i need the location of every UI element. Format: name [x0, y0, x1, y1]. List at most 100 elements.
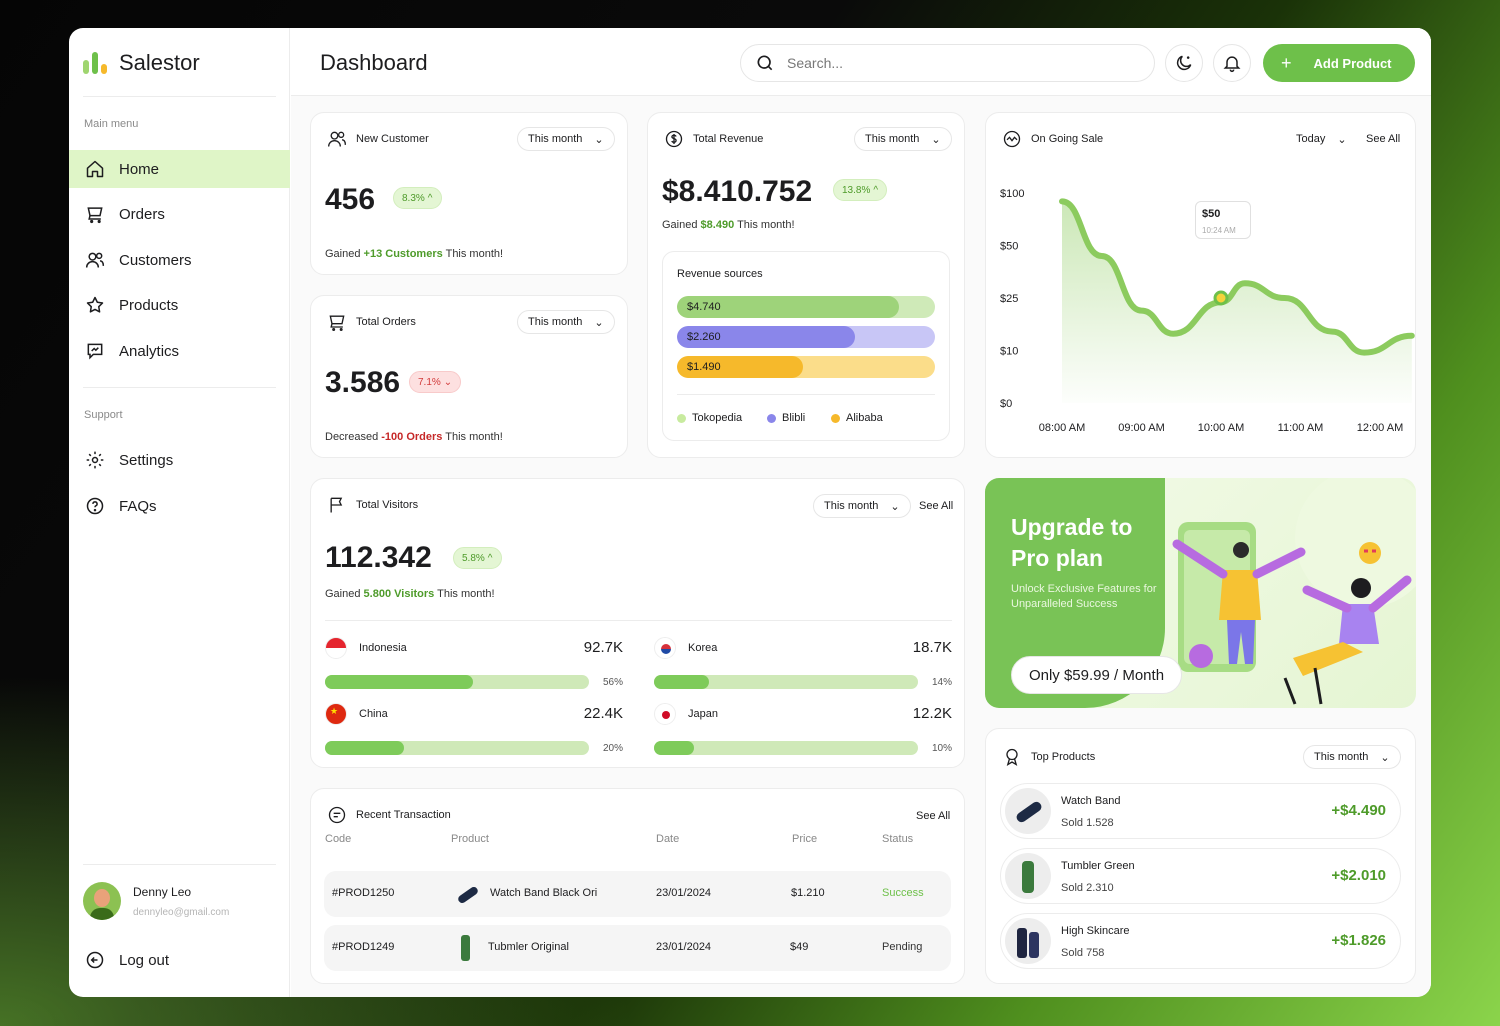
- sidebar-item-analytics[interactable]: Analytics: [69, 332, 290, 370]
- search-input[interactable]: [787, 55, 1127, 71]
- home-icon: [86, 160, 104, 178]
- main-menu-label: Main menu: [84, 118, 139, 130]
- cell-status: Success: [882, 887, 924, 899]
- user-profile[interactable]: Denny Leo dennyleo@gmail.com: [83, 882, 229, 920]
- support-label: Support: [84, 409, 123, 421]
- card-header: On Going Sale: [1002, 129, 1103, 149]
- legend-dot: [831, 413, 840, 423]
- china-flag-icon: ★: [325, 703, 347, 725]
- promo-title: Upgrade to Pro plan: [1011, 514, 1133, 571]
- card-header: Top Products: [1002, 747, 1095, 767]
- gained-value: +13 Customers: [363, 248, 443, 260]
- card-header: New Customer: [327, 129, 429, 149]
- top-product-item[interactable]: Tumbler Green Sold 2.310 +$2.010: [1000, 848, 1401, 904]
- add-product-button[interactable]: + Add Product: [1263, 44, 1415, 82]
- see-all-link[interactable]: See All: [1366, 133, 1401, 145]
- top-product-item[interactable]: Watch Band Sold 1.528 +$4.490: [1000, 783, 1401, 839]
- table-row[interactable]: #PROD1250 Watch Band Black Ori 23/01/202…: [324, 871, 951, 917]
- app-window: Salestor Main menu Home Orders Customers…: [69, 28, 1431, 997]
- sidebar-item-customers[interactable]: Customers: [69, 241, 290, 279]
- new-customer-value: 456: [325, 183, 376, 216]
- see-all-link[interactable]: See All: [919, 500, 954, 512]
- column-header-price: Price: [792, 833, 818, 845]
- search-bar[interactable]: [740, 44, 1155, 82]
- revenue-bar-fill: $1.490: [677, 356, 804, 378]
- skincare-thumbnail: [1005, 918, 1051, 964]
- theme-toggle-button[interactable]: [1165, 44, 1203, 82]
- product-revenue: +$4.490: [1331, 802, 1386, 819]
- revenue-sources: Revenue sources $4.740 $2.260 $1.490 Tok…: [662, 251, 950, 441]
- country-percent: 20%: [602, 743, 623, 754]
- country-progress-fill: [325, 741, 405, 755]
- card-title: Recent Transaction: [356, 809, 451, 821]
- promo-price-button[interactable]: Only $59.99 / Month: [1011, 656, 1182, 694]
- x-tick-label: 08:00 AM: [1039, 422, 1085, 434]
- country-progress-track: [654, 741, 918, 755]
- decreased-text: Decreased -100 Orders This month!: [325, 431, 503, 443]
- flag-icon: [330, 497, 343, 513]
- change-value: 8.3%: [402, 192, 425, 204]
- logo[interactable]: Salestor: [83, 50, 200, 76]
- y-tick-label: $0: [1000, 398, 1012, 410]
- card-header: Total Revenue: [664, 129, 763, 149]
- cell-date: 23/01/2024: [656, 887, 712, 899]
- gained-prefix: Gained: [662, 219, 698, 231]
- chevron-down-icon: ⌄: [890, 500, 900, 513]
- logout-button[interactable]: Log out: [69, 941, 290, 979]
- period-dropdown[interactable]: This month ⌄: [517, 127, 615, 151]
- period-dropdown[interactable]: This month ⌄: [517, 310, 615, 334]
- see-all-link[interactable]: See All: [916, 810, 951, 822]
- column-header-status: Status: [882, 833, 914, 845]
- card-header: Total Orders: [327, 312, 416, 332]
- sidebar-item-home[interactable]: Home: [69, 150, 290, 188]
- card-title: Total Orders: [356, 316, 416, 328]
- period-dropdown[interactable]: This month ⌄: [1303, 745, 1401, 769]
- promo-illustration: [1172, 478, 1416, 705]
- cell-price: $1.210: [791, 887, 825, 899]
- period-label: This month: [1314, 751, 1369, 763]
- help-icon: [86, 497, 104, 515]
- gained-suffix: This month!: [737, 219, 795, 231]
- legend-label: Alibaba: [846, 412, 883, 424]
- arrow-down-icon: ⌄: [443, 376, 453, 388]
- top-bar: Dashboard + Add Product: [291, 28, 1431, 96]
- cell-product: Tubmler Original: [488, 941, 569, 953]
- country-name: Japan: [688, 708, 718, 720]
- arrow-up-icon: ^: [487, 552, 493, 564]
- notifications-button[interactable]: [1213, 44, 1251, 82]
- cart-icon: [87, 207, 103, 224]
- gained-suffix: This month!: [437, 588, 495, 600]
- product-sold: Sold 2.310: [1061, 882, 1114, 894]
- change-value: 5.8%: [462, 552, 485, 564]
- user-name: Denny Leo: [133, 884, 192, 899]
- sidebar-item-faqs[interactable]: FAQs: [69, 487, 290, 525]
- period-dropdown[interactable]: This month ⌄: [813, 494, 911, 518]
- avatar: [83, 882, 121, 920]
- revenue-bar-label: $4.740: [687, 301, 721, 313]
- card-title: Total Revenue: [693, 133, 764, 145]
- period-dropdown[interactable]: Today ⌄: [1286, 127, 1357, 151]
- tumbler-thumbnail: [1005, 853, 1051, 899]
- gained-prefix: Gained: [325, 588, 361, 600]
- sidebar-item-orders[interactable]: Orders: [69, 195, 290, 233]
- total-orders-value: 3.586: [325, 366, 401, 399]
- country-percent: 14%: [931, 677, 952, 688]
- period-label: This month: [528, 316, 583, 328]
- period-dropdown[interactable]: This month ⌄: [854, 127, 952, 151]
- logout-label: Log out: [119, 951, 170, 969]
- highlight-point[interactable]: [1213, 290, 1229, 306]
- country-percent: 56%: [602, 677, 623, 688]
- upgrade-promo-banner[interactable]: Upgrade to Pro plan Unlock Exclusive Fea…: [985, 478, 1416, 708]
- analytics-icon: [87, 343, 103, 360]
- cell-status: Pending: [882, 941, 923, 953]
- legend-dot: [677, 413, 686, 423]
- tumbler-thumbnail: [458, 933, 472, 963]
- gained-prefix: Gained: [325, 248, 361, 260]
- chevron-down-icon: ⌄: [1380, 751, 1390, 764]
- sidebar-item-settings[interactable]: Settings: [69, 441, 290, 479]
- y-tick-label: $50: [1000, 241, 1018, 253]
- bell-icon: [1223, 56, 1241, 73]
- top-product-item[interactable]: High Skincare Sold 758 +$1.826: [1000, 913, 1401, 969]
- table-row[interactable]: #PROD1249 Tubmler Original 23/01/2024 $4…: [324, 925, 951, 971]
- sidebar-item-products[interactable]: Products: [69, 286, 290, 324]
